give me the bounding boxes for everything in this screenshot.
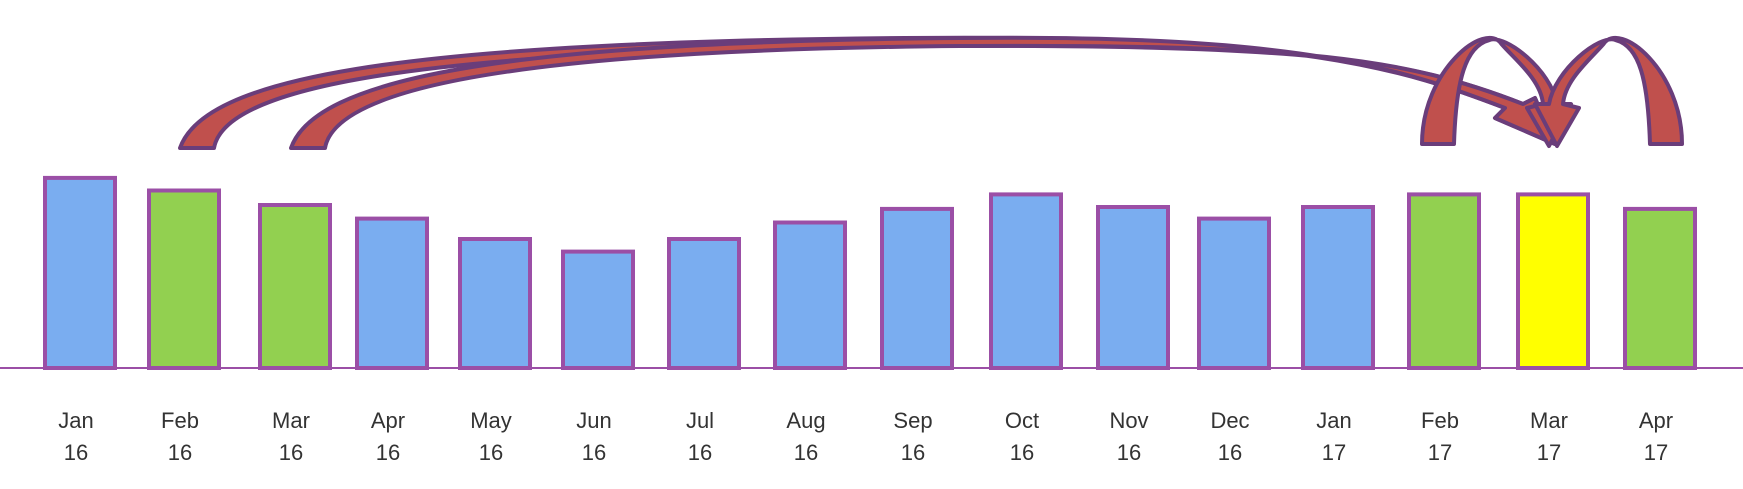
tick-labels-layer: Jan 16 Feb 16 Mar 16 Apr 16 May 16 Jun 16 Jul 16 Aug 16… — [58, 408, 1673, 465]
tick-label-mar-17: Mar 17 — [1530, 408, 1568, 465]
tick-label-nov-16: Nov 16 — [1109, 408, 1148, 465]
tick-label-sep-16: Sep 16 — [893, 408, 932, 465]
bar-mar-16 — [258, 203, 332, 370]
bar-aug-16 — [773, 220, 847, 370]
bar-sep-16 — [880, 206, 954, 370]
arrows-layer — [178, 35, 1684, 150]
bars-layer — [43, 175, 1697, 371]
tick-label-jul-16: Jul 16 — [686, 408, 714, 465]
bar-jun-16 — [561, 249, 635, 371]
bar-jan-17 — [1301, 205, 1375, 370]
bar-nov-16 — [1096, 205, 1170, 370]
bar-feb-16 — [147, 188, 221, 370]
bar-apr-17 — [1623, 206, 1697, 370]
tick-label-apr-17: Apr 17 — [1639, 408, 1673, 465]
bar-may-16 — [458, 237, 532, 370]
tick-label-jan-16: Jan 16 — [58, 408, 93, 465]
tick-label-dec-16: Dec 16 — [1210, 408, 1249, 465]
tick-label-jan-17: Jan 17 — [1316, 408, 1351, 465]
tick-label-feb-16: Feb 16 — [161, 408, 199, 465]
arrow-apr17-to-mar17 — [1533, 36, 1684, 148]
bar-oct-16 — [989, 192, 1063, 370]
bar-feb-17 — [1407, 192, 1481, 370]
tick-label-may-16: May 16 — [470, 408, 512, 465]
tick-label-apr-16: Apr 16 — [371, 408, 405, 465]
bar-dec-16 — [1197, 216, 1271, 370]
tick-label-jun-16: Jun 16 — [576, 408, 611, 465]
tick-label-aug-16: Aug 16 — [786, 408, 825, 465]
tick-label-feb-17: Feb 17 — [1421, 408, 1459, 465]
tick-label-mar-16: Mar 16 — [272, 408, 310, 465]
tick-label-oct-16: Oct 16 — [1005, 408, 1039, 465]
bar-jan-16 — [43, 175, 117, 370]
bar-mar-17 — [1516, 192, 1590, 370]
bar-apr-16 — [355, 216, 429, 370]
bar-jul-16 — [667, 237, 741, 370]
